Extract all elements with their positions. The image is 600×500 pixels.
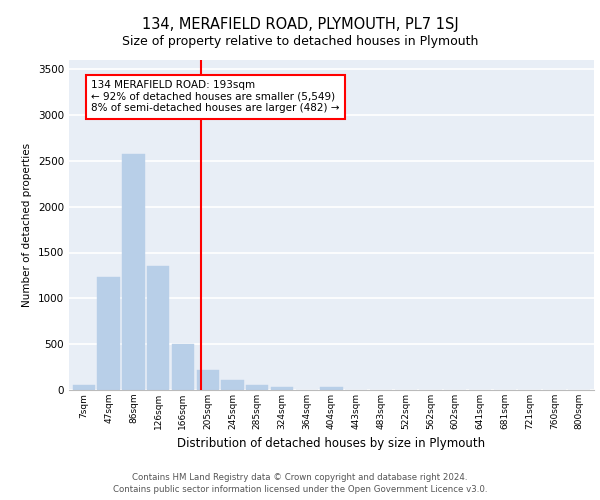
Bar — [320, 387, 343, 390]
Bar — [246, 385, 268, 390]
Bar — [73, 386, 95, 390]
Bar — [122, 154, 145, 390]
Bar — [197, 370, 219, 390]
Text: 134 MERAFIELD ROAD: 193sqm
← 92% of detached houses are smaller (5,549)
8% of se: 134 MERAFIELD ROAD: 193sqm ← 92% of deta… — [91, 80, 340, 114]
Text: Contains HM Land Registry data © Crown copyright and database right 2024.
Contai: Contains HM Land Registry data © Crown c… — [113, 472, 487, 494]
Bar — [172, 344, 194, 390]
X-axis label: Distribution of detached houses by size in Plymouth: Distribution of detached houses by size … — [178, 438, 485, 450]
Y-axis label: Number of detached properties: Number of detached properties — [22, 143, 32, 307]
Bar — [221, 380, 244, 390]
Bar — [271, 387, 293, 390]
Text: Size of property relative to detached houses in Plymouth: Size of property relative to detached ho… — [122, 35, 478, 48]
Text: 134, MERAFIELD ROAD, PLYMOUTH, PL7 1SJ: 134, MERAFIELD ROAD, PLYMOUTH, PL7 1SJ — [142, 18, 458, 32]
Bar — [97, 277, 120, 390]
Bar — [147, 266, 169, 390]
